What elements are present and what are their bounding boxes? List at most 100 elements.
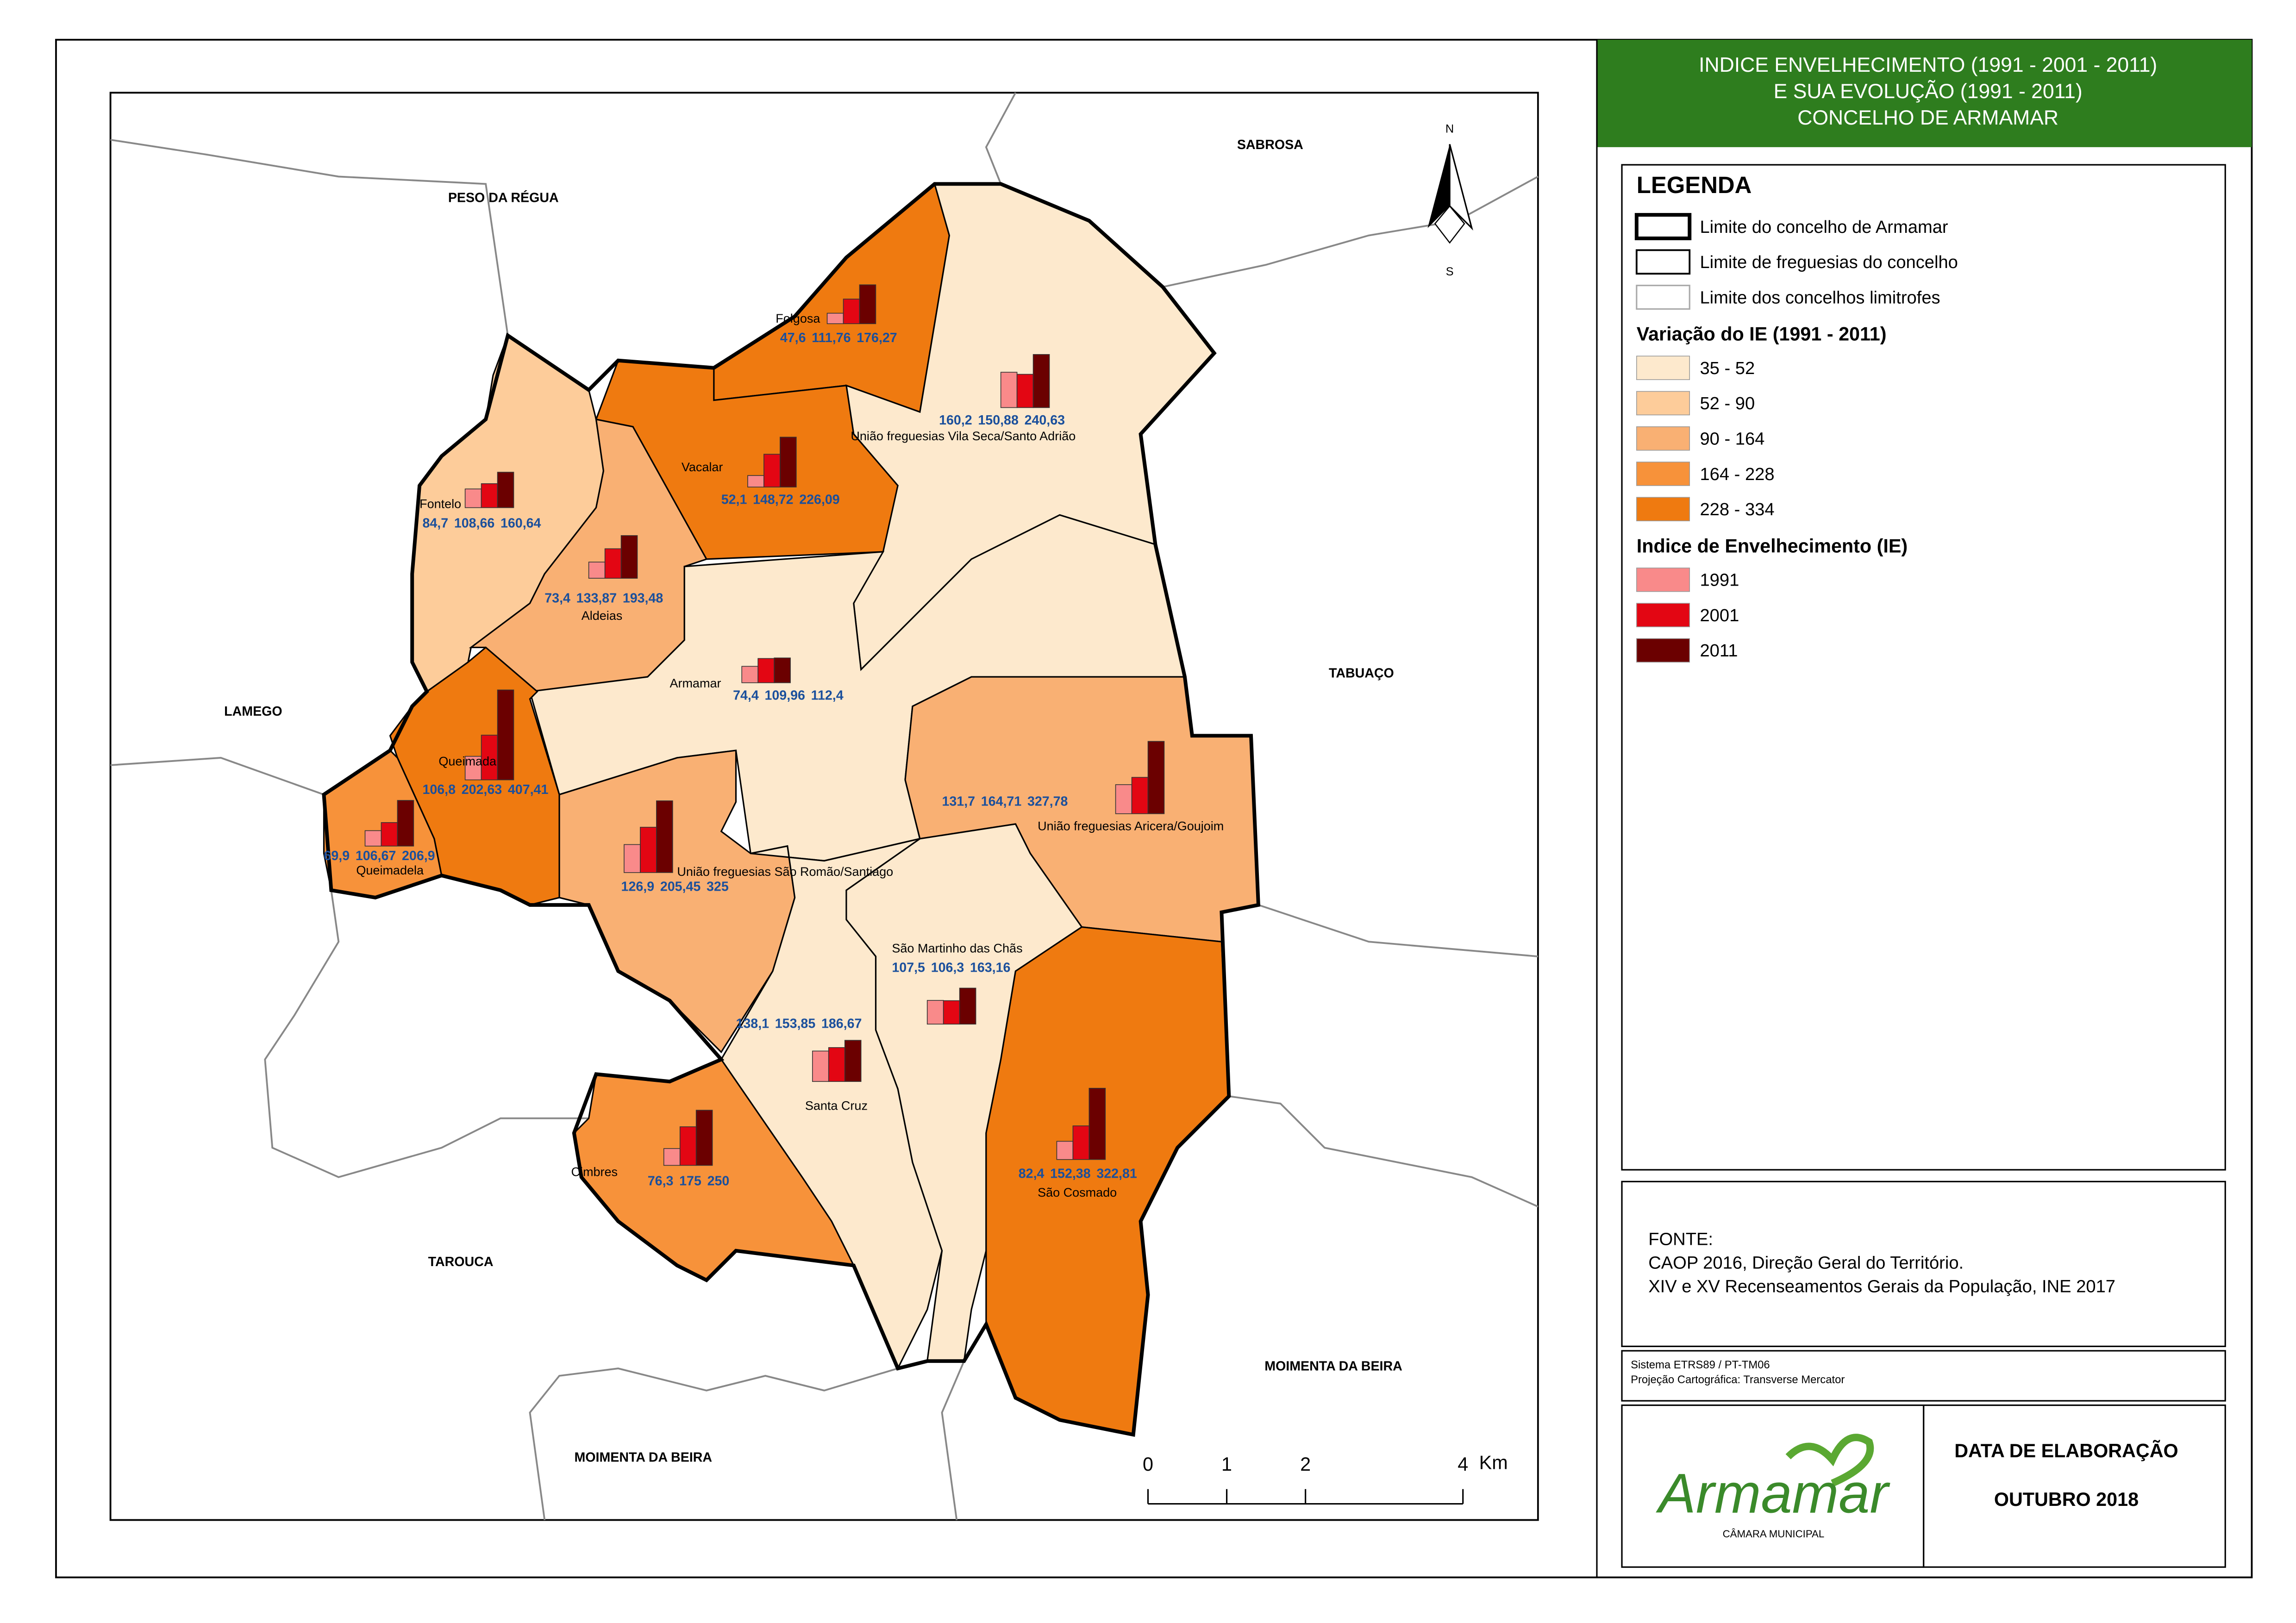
ie-value-label: 193,48 <box>623 591 663 606</box>
legend-swatch <box>1636 462 1690 486</box>
ie-value-label: 250 <box>707 1174 730 1188</box>
ie-bar <box>812 1050 829 1082</box>
freguesia-name: São Martinho das Chãs <box>892 941 1022 955</box>
ie-value-label: 106,3 <box>931 960 964 975</box>
freguesia-name: União freguesias Vila Seca/Santo Adrião <box>851 429 1076 443</box>
freguesia-name: Armamar <box>669 676 721 690</box>
freguesia-areas <box>322 182 1261 1437</box>
neighbour-name: PESO DA RÉGUA <box>448 190 559 206</box>
source-line: CAOP 2016, Direção Geral do Território. <box>1648 1253 1964 1273</box>
scale-bar: Km 0 1 2 4 <box>1143 1452 1508 1505</box>
legend-swatch <box>1636 285 1690 310</box>
ie-values: 73,4 133,87 193,48 <box>544 591 663 606</box>
legend-box <box>1621 164 2226 1171</box>
neighbour-name: MOIMENTA DA BEIRA <box>1264 1359 1402 1373</box>
ie-bar <box>828 1047 845 1082</box>
ie-value-label: 131,7 <box>942 794 975 809</box>
ie-value-label: 206,9 <box>402 849 435 863</box>
ie-bar <box>943 1000 960 1025</box>
freguesia-name: Fontelo <box>419 497 461 511</box>
ie-value-label: 108,66 <box>454 516 494 531</box>
ie-value-label: 153,85 <box>775 1016 816 1031</box>
projection-line: Projeção Cartográfica: Transverse Mercat… <box>1631 1373 1845 1386</box>
freguesia-name: São Cosmado <box>1038 1186 1117 1199</box>
legend-heading: Variação do IE (1991 - 2011) <box>1637 324 1887 345</box>
ie-value-label: 109,96 <box>765 688 805 703</box>
ie-value-label: 160,2 <box>939 413 972 428</box>
freguesia-labels: 47,6 111,76 176,27 Folgosa 160,2 150,88 240,63… <box>324 284 1224 1199</box>
ie-values: 47,6 111,76 176,27 <box>780 331 897 345</box>
ie-value-label: 76,3 <box>648 1174 674 1188</box>
ie-value-label: 186,67 <box>821 1016 862 1031</box>
title-box <box>1596 39 2252 147</box>
ie-value-label: 74,4 <box>733 688 759 703</box>
ie-value-label: 325 <box>707 879 729 894</box>
ie-values: 84,7 108,66 160,64 <box>422 516 541 531</box>
scale-unit: Km <box>1479 1452 1508 1473</box>
neighbour-labels: PESO DA RÉGUA SABROSA LAMEGO TABUAÇO TAROUCA… <box>224 137 1402 1465</box>
legend-swatch <box>1636 603 1690 627</box>
ie-value-label: 69,9 <box>324 849 350 863</box>
ie-bar <box>1089 1088 1106 1160</box>
ie-bar <box>1147 741 1165 814</box>
ie-value-label: 407,41 <box>508 782 549 797</box>
ie-bar <box>497 472 514 508</box>
legend-swatch <box>1636 426 1690 451</box>
ie-bar <box>481 483 498 508</box>
ie-value-label: 240,63 <box>1025 413 1065 428</box>
ie-bar <box>663 1148 681 1166</box>
legend-title: LEGENDA <box>1637 172 1752 198</box>
freguesia-name: Queimadela <box>356 863 424 877</box>
ie-bar <box>774 657 791 683</box>
freguesia-name: União freguesias São Romão/Santiago <box>677 865 893 879</box>
legend-swatch <box>1636 638 1690 663</box>
concelho-outline <box>322 182 1261 1437</box>
ie-bar <box>844 1040 862 1082</box>
ie-bar <box>397 800 414 847</box>
legend-label: 228 - 334 <box>1700 499 1774 519</box>
ie-bar <box>1032 354 1050 408</box>
south-label: S <box>1446 265 1454 278</box>
ie-bar <box>464 755 482 780</box>
ie-bar <box>695 1110 713 1166</box>
legend-label: 35 - 52 <box>1700 358 1755 378</box>
date-box <box>1923 1404 2226 1568</box>
ie-value-label: 112,4 <box>811 688 844 703</box>
ie-value-label: 150,88 <box>978 413 1019 428</box>
scale-tick-label: 4 <box>1458 1454 1468 1475</box>
freguesia-name: Queimada <box>438 755 497 768</box>
ie-bar <box>604 548 622 579</box>
scale-tick-label: 1 <box>1221 1454 1232 1475</box>
freguesia-name: Vacalar <box>682 460 723 474</box>
north-label: N <box>1445 122 1454 135</box>
ie-values: 106,8 202,63 407,41 <box>422 782 548 797</box>
ie-value-label: 106,8 <box>422 782 456 797</box>
ie-value-label: 164,71 <box>981 794 1022 809</box>
scale-tick-label: 0 <box>1143 1454 1153 1475</box>
ie-values: 52,1 148,72 226,09 <box>721 492 840 507</box>
neighbour-name: TAROUCA <box>428 1255 494 1269</box>
ie-values: 82,4 152,38 322,81 <box>1019 1166 1137 1181</box>
neighbour-name: MOIMENTA DA BEIRA <box>574 1450 712 1465</box>
scale-tick-label: 2 <box>1300 1454 1311 1475</box>
neighbour-name: TABUAÇO <box>1329 666 1394 680</box>
ie-bar <box>763 454 781 487</box>
freguesia-area <box>720 838 943 1370</box>
ie-value-label: 84,7 <box>422 516 448 531</box>
ie-value-label: 226,09 <box>799 492 839 507</box>
ie-bar <box>1072 1125 1090 1160</box>
legend-label: 2011 <box>1700 641 1738 661</box>
legend-label: Limite dos concelhos limitrofes <box>1700 287 1940 307</box>
source-line: XIV e XV Recenseamentos Gerais da Popula… <box>1648 1276 2115 1296</box>
date-label: DATA DE ELABORAÇÃO <box>1954 1440 2178 1461</box>
ie-bar <box>757 658 775 683</box>
date-value: OUTUBRO 2018 <box>1994 1489 2139 1510</box>
north-arrow: N S <box>1427 122 1473 278</box>
neighbour-name: LAMEGO <box>224 704 282 719</box>
ie-bar <box>656 800 673 873</box>
ie-bar <box>826 312 844 325</box>
ie-values: 160,2 150,88 240,63 <box>939 413 1065 428</box>
legend-label: 2001 <box>1700 606 1739 625</box>
